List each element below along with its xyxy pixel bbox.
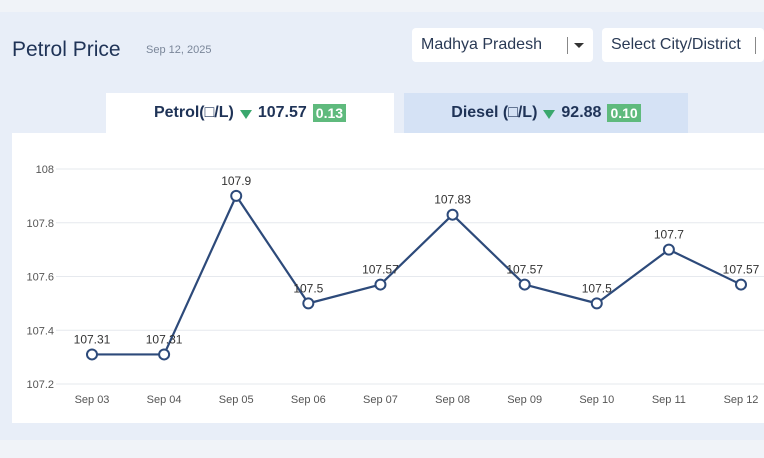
tab-diesel-change-badge: 0.10 [607,104,641,122]
y-tick-label: 108 [36,164,54,176]
chart-panel: 107.2 107.4 107.6 107.8 108 Sep 03 Sep 04 Sep 0… [12,133,764,423]
tab-petrol-label: Petrol(□/L) [153,104,234,121]
x-tick-label: Sep 12 [724,394,759,406]
data-label: 107.83 [434,193,471,207]
data-point [662,243,675,256]
tab-diesel-price: 92.88 [561,104,602,121]
chevron-down-icon[interactable] [574,43,584,48]
tab-petrol-change-badge: 0.13 [312,104,347,122]
down-arrow-icon [239,109,252,119]
data-point [735,278,747,291]
x-tick-label: Sep 09 [507,394,542,406]
x-tick-label: Sep 08 [435,394,470,406]
data-label: 107.31 [74,332,111,346]
tab-diesel-label: Diesel (□/L) [451,104,538,121]
price-line-chart: 107.2 107.4 107.6 107.8 108 Sep 03 Sep 04 Sep 0… [26,164,764,406]
page-title: Petrol Price [12,38,121,61]
series-line [92,194,742,356]
data-label: 107.57 [506,263,543,277]
price-date: Sep 12, 2025 [146,44,212,56]
data-point [446,208,459,221]
x-tick-label: Sep 06 [291,394,326,406]
state-select[interactable]: Madhya Pradesh [412,28,593,62]
y-tick-label: 107.4 [26,325,54,337]
x-tick-label: Sep 07 [363,394,398,406]
select-divider [755,37,756,54]
data-label: 107.5 [293,281,323,295]
x-tick-label: Sep 04 [147,394,182,406]
data-label: 107.5 [582,281,612,295]
data-point [518,278,531,291]
data-point [230,189,243,202]
down-arrow-icon [543,109,556,119]
data-label: 107.57 [362,263,399,277]
x-tick-label: Sep 03 [75,394,110,406]
data-label: 107.7 [654,228,684,242]
x-tick-label: Sep 05 [219,394,254,406]
data-label: 107.57 [723,263,760,277]
x-tick-label: Sep 10 [579,394,614,406]
data-point [158,348,171,361]
tab-petrol[interactable]: Petrol(□/L) 107.57 0.13 [106,93,394,133]
select-divider [567,37,568,54]
x-tick-label: Sep 11 [652,394,686,406]
y-tick-label: 107.6 [26,272,54,284]
data-label: 107.9 [221,174,251,188]
data-point [86,348,98,361]
data-label: 107.31 [146,332,183,346]
city-select-placeholder: Select City/District [611,36,741,53]
data-point [302,297,315,310]
y-tick-label: 107.8 [26,218,54,230]
tab-petrol-price: 107.57 [257,104,307,121]
tab-diesel[interactable]: Diesel (□/L) 92.88 0.10 [404,93,688,133]
state-select-value: Madhya Pradesh [421,36,542,53]
y-tick-label: 107.2 [26,379,54,391]
data-point [374,278,387,291]
city-select[interactable]: Select City/District [602,28,764,62]
data-point [590,297,603,310]
